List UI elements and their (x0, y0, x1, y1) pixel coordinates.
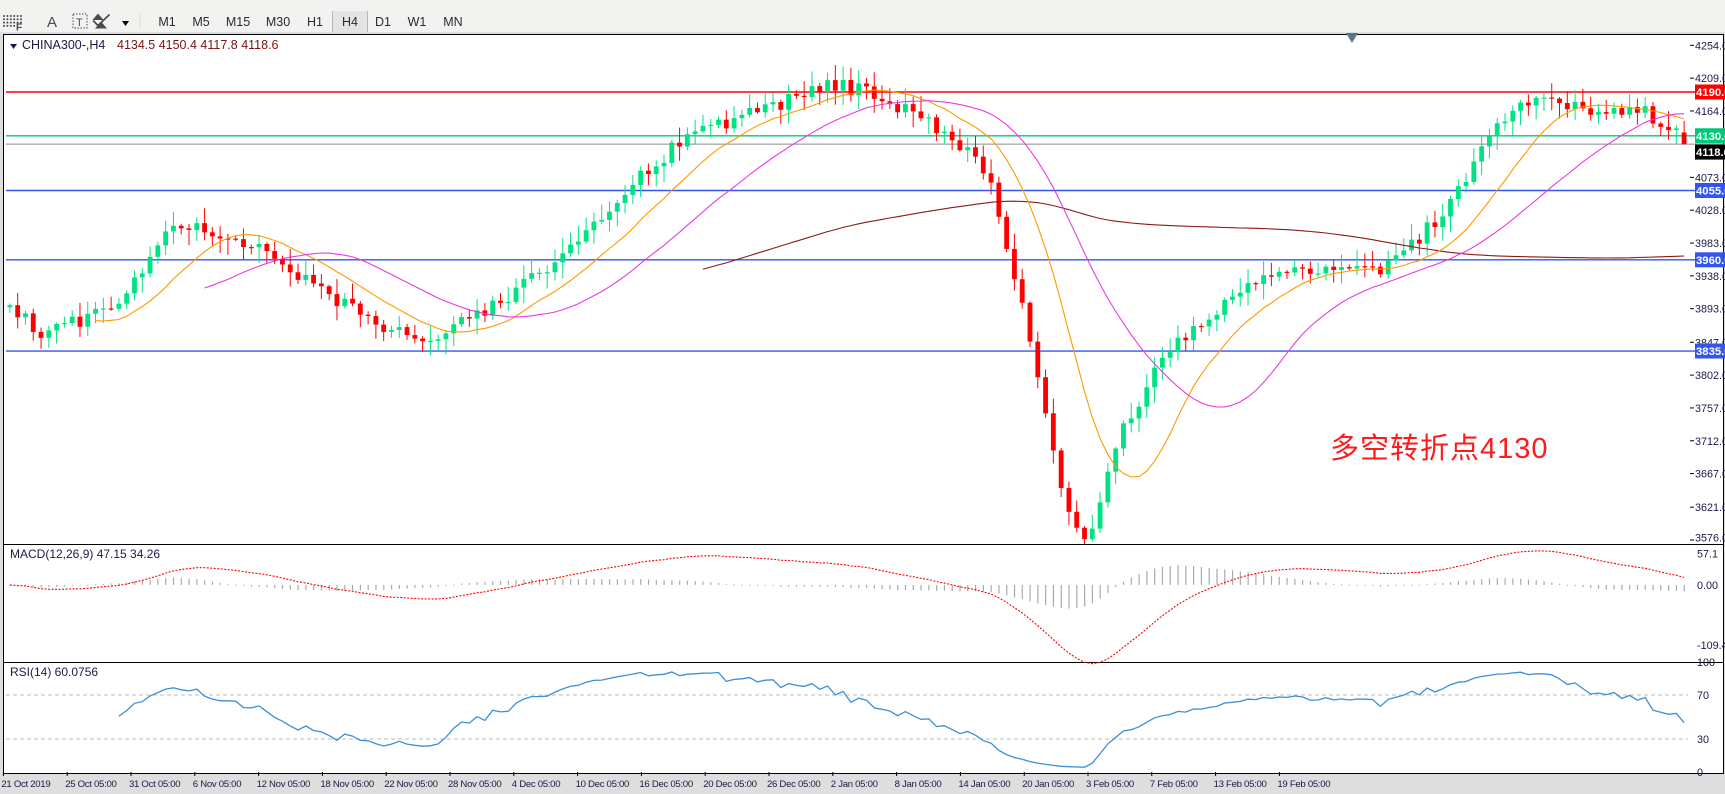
svg-text:14 Jan 05:00: 14 Jan 05:00 (958, 779, 1010, 790)
svg-text:12 Nov 05:00: 12 Nov 05:00 (257, 779, 310, 790)
svg-text:28 Nov 05:00: 28 Nov 05:00 (448, 779, 501, 790)
svg-text:10 Dec 05:00: 10 Dec 05:00 (576, 779, 629, 790)
svg-text:21 Oct 2019: 21 Oct 2019 (1, 779, 50, 790)
svg-text:A: A (47, 14, 57, 31)
svg-text:18 Nov 05:00: 18 Nov 05:00 (320, 779, 373, 790)
svg-text:20 Dec 05:00: 20 Dec 05:00 (703, 779, 756, 790)
svg-text:22 Nov 05:00: 22 Nov 05:00 (384, 779, 437, 790)
svg-text:13 Feb 05:00: 13 Feb 05:00 (1214, 779, 1267, 790)
svg-text:2 Jan 05:00: 2 Jan 05:00 (831, 779, 878, 790)
svg-text:4 Dec 05:00: 4 Dec 05:00 (512, 779, 560, 790)
svg-text:20 Jan 05:00: 20 Jan 05:00 (1022, 779, 1074, 790)
svg-text:31 Oct 05:00: 31 Oct 05:00 (129, 779, 180, 790)
svg-text:26 Dec 05:00: 26 Dec 05:00 (767, 779, 820, 790)
svg-text:25 Oct 05:00: 25 Oct 05:00 (65, 779, 116, 790)
svg-text:3 Feb 05:00: 3 Feb 05:00 (1086, 779, 1134, 790)
svg-text:6 Nov 05:00: 6 Nov 05:00 (193, 779, 241, 790)
svg-text:T: T (76, 17, 83, 29)
svg-text:F: F (16, 23, 22, 33)
svg-text:7 Feb 05:00: 7 Feb 05:00 (1150, 779, 1198, 790)
svg-text:19 Feb 05:00: 19 Feb 05:00 (1277, 779, 1330, 790)
svg-text:16 Dec 05:00: 16 Dec 05:00 (639, 779, 692, 790)
svg-text:8 Jan 05:00: 8 Jan 05:00 (895, 779, 942, 790)
